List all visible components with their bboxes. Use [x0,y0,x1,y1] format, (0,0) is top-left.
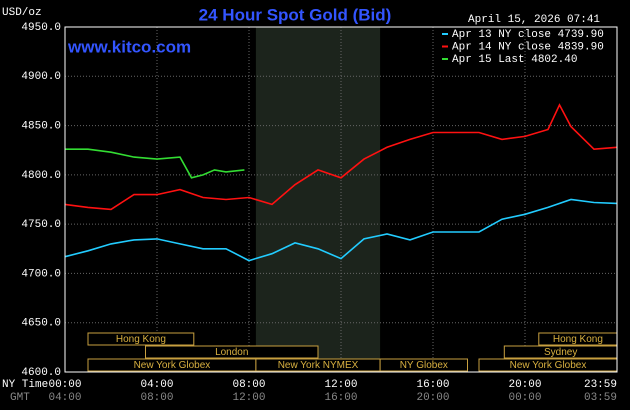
session-label: Hong Kong [553,334,603,345]
y-tick-label: 4650.0 [21,318,61,330]
y-tick-label: 4800.0 [21,170,61,182]
y-tick-label: 4900.0 [21,71,61,83]
x-tick-label: 04:00 [140,379,173,391]
timestamp: April 15, 2026 07:41 [468,14,600,26]
session-label: New York NYMEX [278,360,359,371]
legend-label: Apr 13 NY close 4739.90 [452,29,604,41]
session-shading [255,27,381,372]
price-line [65,148,245,179]
session-box [87,332,195,346]
x2-tick-label: 16:00 [324,392,357,404]
y-tick-label: 4850.0 [21,120,61,132]
session-label: NY Globex [400,360,448,371]
price-line [64,103,618,211]
x-tick-label: 12:00 [324,379,357,391]
x2-tick-label: 08:00 [140,392,173,404]
chart-title: 24 Hour Spot Gold (Bid) [199,5,392,24]
x2-tick-label: 20:00 [416,392,449,404]
price-line [64,198,618,262]
x-axis-label: NY Time [2,379,48,391]
session-box [379,358,469,372]
y-tick-label: 4950.0 [21,22,61,34]
session-label: Hong Kong [116,334,166,345]
x-tick-label: 20:00 [508,379,541,391]
x2-tick-label: 03:59 [584,392,617,404]
x2-tick-label: 04:00 [48,392,81,404]
legend-label: Apr 15 Last 4802.40 [452,54,577,66]
x-tick-label: 08:00 [232,379,265,391]
x-tick-label: 16:00 [416,379,449,391]
session-box [145,345,319,359]
x-tick-label: 23:59 [584,379,617,391]
y-axis-label: USD/oz [2,7,42,19]
plot-border [64,26,618,373]
session-label: New York Globex [134,360,211,371]
y-tick-label: 4600.0 [21,367,61,379]
session-label: Sydney [544,347,577,358]
y-tick-label: 4700.0 [21,268,61,280]
x2-axis-label: GMT [10,392,30,404]
x2-tick-label: 12:00 [232,392,265,404]
legend-label: Apr 14 NY close 4839.90 [452,41,604,53]
watermark: www.kitco.com [67,37,191,56]
y-tick-label: 4750.0 [21,219,61,231]
session-label: New York Globex [510,360,587,371]
x2-tick-label: 00:00 [508,392,541,404]
x-tick-label: 00:00 [48,379,81,391]
session-label: London [215,347,248,358]
